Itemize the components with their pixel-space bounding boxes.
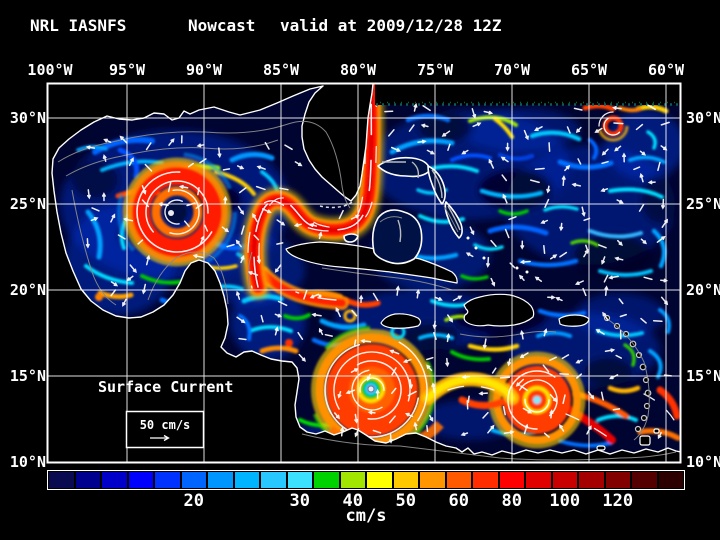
colorbar-tick-label: 80 (501, 491, 522, 511)
colorbar-cell (181, 472, 206, 488)
colorbar-cell (208, 472, 233, 488)
lon-tick-label: 65°W (570, 61, 608, 79)
lat-tick-label-right: 15°N (686, 367, 720, 385)
lat-tick-label-right: 10°N (686, 453, 720, 471)
bahama-islets (382, 161, 461, 243)
surface-current-label: Surface Current (98, 378, 233, 396)
colorbar-cell (155, 472, 180, 488)
lat-tick-label-left: 10°N (9, 453, 46, 471)
colorbar-cell (579, 472, 604, 488)
lon-tick-label: 80°W (339, 61, 377, 79)
colorbar-tick-label: 50 (395, 491, 416, 511)
nodata-strip (375, 84, 680, 105)
colorbar-tick-label: 30 (289, 491, 310, 511)
lat-tick-label-left: 20°N (9, 281, 46, 299)
island-jamaica (380, 313, 422, 329)
colorbar-cell (632, 472, 657, 488)
colorbar-cell (420, 472, 445, 488)
colorbar-cell (102, 472, 127, 488)
nodata-boundary-speckle (376, 101, 679, 106)
islands (285, 241, 660, 451)
colorbar-cell (526, 472, 551, 488)
colorbar-cell (552, 472, 577, 488)
colorbar-cell (314, 472, 339, 488)
colorbar-cell (128, 472, 153, 488)
colorbar-tick-label: 20 (183, 491, 204, 511)
title-product: Nowcast (188, 16, 256, 35)
coastline (51, 84, 680, 456)
lat-tick-label-left: 15°N (9, 367, 46, 385)
lon-tick-label: 100°W (27, 61, 73, 79)
land-americas (48, 84, 680, 462)
small-cays (318, 236, 529, 298)
colorbar-cell (605, 472, 630, 488)
colorbar-cell (340, 472, 365, 488)
lat-tick-label-right: 20°N (686, 281, 720, 299)
lon-tick-label: 60°W (647, 61, 685, 79)
lat-tick-label-right: 30°N (686, 109, 720, 127)
scale-arrow-icon (150, 434, 170, 442)
colorbar-cell (367, 472, 392, 488)
island-puerto-rico (558, 314, 590, 327)
lon-tick-label: 85°W (262, 61, 300, 79)
colorbar (47, 470, 685, 490)
colorbar-cell (75, 472, 100, 488)
colorbar-cell (473, 472, 498, 488)
lon-tick-label: 95°W (108, 61, 146, 79)
lat-tick-label-right: 25°N (686, 195, 720, 213)
lat-tick-label-left: 25°N (9, 195, 46, 213)
colorbar-tick-label: 100 (549, 491, 581, 511)
colorbar-cell (446, 472, 471, 488)
colorbar-tick-label: 60 (448, 491, 469, 511)
florida-keys (319, 201, 353, 209)
graticule (48, 84, 680, 462)
map-frame (46, 82, 682, 464)
colorbar-tick-label: 40 (342, 491, 363, 511)
lon-tick-label: 70°W (493, 61, 531, 79)
colorbar-cell (658, 472, 683, 488)
colorbar-cell (287, 472, 312, 488)
loop-current-ring (117, 152, 237, 272)
scale-legend-label: 50 cm/s (140, 418, 191, 432)
island-trinidad (639, 435, 651, 446)
lat-tick-label-left: 30°N (9, 109, 46, 127)
colorbar-cell (393, 472, 418, 488)
scale-legend-box: 50 cm/s (125, 410, 205, 449)
colorbar-cell (261, 472, 286, 488)
title-model: NRL IASNFS (30, 16, 127, 35)
title-valid-time: valid at 2009/12/28 12Z (280, 16, 502, 35)
island-cuba (285, 241, 458, 284)
colorbar-tick-label: 120 (602, 491, 634, 511)
colorbar-cell (234, 472, 259, 488)
colorbar-unit-label: cm/s (345, 506, 387, 526)
lon-tick-label: 75°W (416, 61, 454, 79)
lon-tick-label: 90°W (185, 61, 223, 79)
colorbar-cell (499, 472, 524, 488)
colorbar-cell (49, 472, 74, 488)
island-hispaniola (463, 293, 535, 327)
